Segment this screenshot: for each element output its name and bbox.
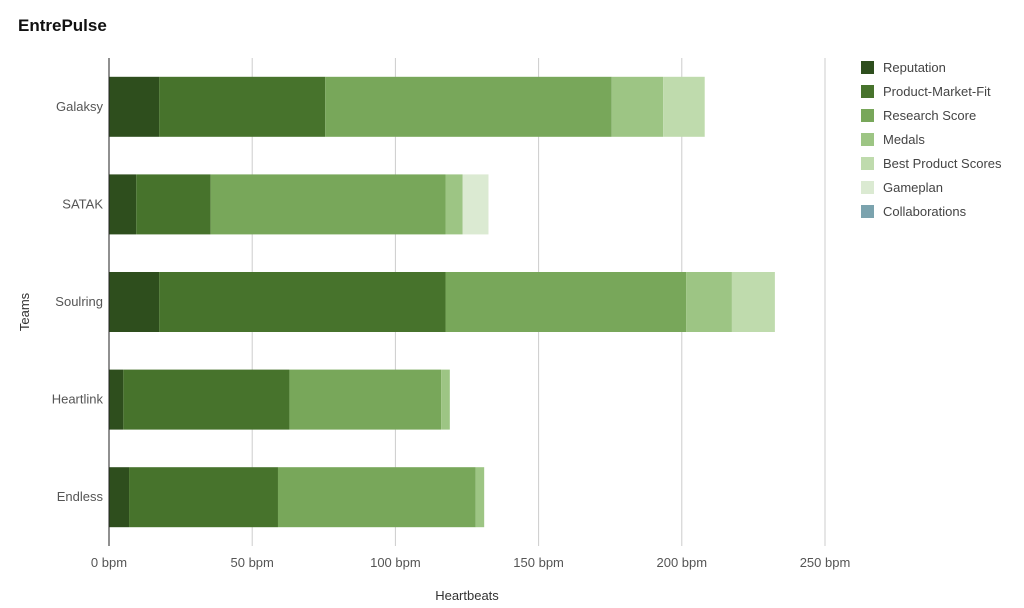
bar-segment [109, 272, 160, 332]
legend-item[interactable]: Reputation [861, 55, 1002, 79]
chart-title: EntrePulse [18, 16, 107, 35]
legend-swatch [861, 204, 874, 218]
y-category-label: SATAK [62, 196, 103, 211]
legend-label: Best Product Scores [883, 155, 1002, 171]
bar-segment [445, 272, 687, 332]
bar-segment [159, 272, 446, 332]
bar-segment [129, 467, 278, 528]
legend-label: Product-Market-Fit [883, 83, 991, 99]
bar-segment [123, 369, 290, 430]
legend-item[interactable]: Product-Market-Fit [861, 79, 1002, 103]
bar-segment [325, 76, 612, 137]
legend-item[interactable]: Gameplan [861, 175, 1002, 199]
y-category-label: Heartlink [52, 392, 104, 407]
x-tick-label: 150 bpm [513, 555, 564, 570]
legend-item[interactable]: Medals [861, 127, 1002, 151]
bar-segment [109, 467, 130, 528]
bar-segment [445, 174, 463, 235]
bar-segment [136, 174, 211, 235]
legend-swatch [861, 84, 874, 98]
x-tick-label: 50 bpm [231, 555, 274, 570]
y-category-label: Soulring [55, 294, 103, 309]
legend-swatch [861, 60, 874, 74]
legend-swatch [861, 132, 874, 146]
legend: Reputation Product-Market-Fit Research Sco… [861, 55, 1002, 223]
legend-item[interactable]: Collaborations [861, 199, 1002, 223]
bar-segment [462, 174, 489, 235]
legend-label: Collaborations [883, 203, 967, 219]
bar-segment [289, 369, 442, 430]
y-category-label: Galaksy [56, 99, 103, 114]
bar-segment [159, 76, 326, 137]
legend-swatch [861, 180, 874, 194]
y-category-label: Endless [57, 489, 104, 504]
x-tick-label: 0 bpm [91, 555, 127, 570]
x-tick-label: 250 bpm [800, 555, 851, 570]
bar-segment [611, 76, 664, 137]
legend-swatch [861, 108, 874, 122]
bar-segment [441, 369, 450, 430]
bar-segment [109, 174, 137, 235]
bar-segment [475, 467, 485, 528]
axis-layer: 0 bpm 50 bpm 100 bpm 150 bpm 200 bpm 250 bpm G… [17, 58, 850, 603]
legend-label: Reputation [883, 59, 946, 75]
legend-label: Medals [883, 131, 925, 147]
bar-segment [109, 76, 160, 137]
bar-segment [686, 272, 732, 332]
x-axis-title: Heartbeats [435, 588, 499, 603]
legend-item[interactable]: Research Score [861, 103, 1002, 127]
bar-segment [731, 272, 775, 332]
legend-item[interactable]: Best Product Scores [861, 151, 1002, 175]
x-tick-label: 200 bpm [657, 555, 708, 570]
x-tick-label: 100 bpm [370, 555, 421, 570]
bar-segment [277, 467, 476, 528]
legend-label: Research Score [883, 107, 977, 123]
y-axis-title: Teams [17, 292, 32, 331]
bar-segment [109, 369, 124, 430]
bar-segment [210, 174, 446, 235]
legend-label: Gameplan [883, 179, 943, 195]
legend-swatch [861, 156, 874, 170]
bars-layer [109, 76, 775, 528]
bar-segment [663, 76, 705, 137]
